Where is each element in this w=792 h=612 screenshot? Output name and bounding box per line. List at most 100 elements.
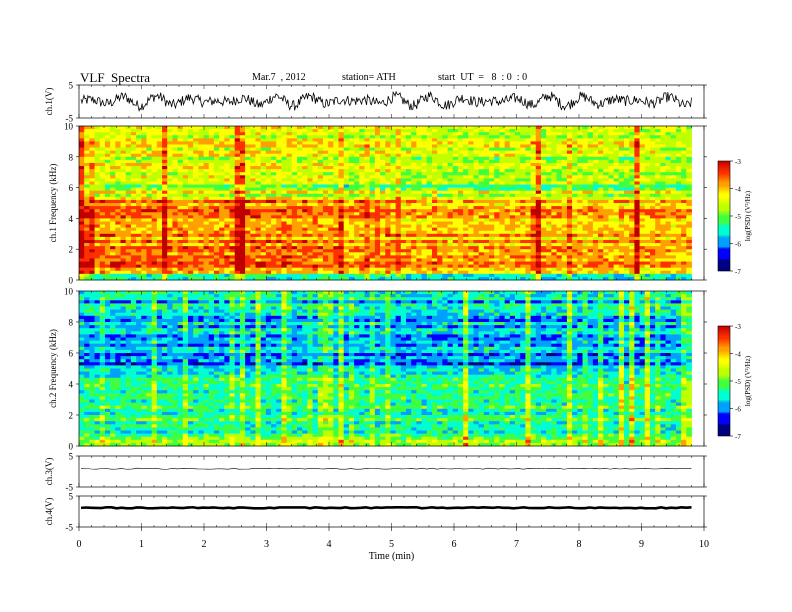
heatmap-cell xyxy=(447,166,454,170)
heatmap-cell xyxy=(551,249,557,253)
heatmap-cell xyxy=(556,239,563,244)
heatmap-cell xyxy=(582,153,589,158)
heatmap-cell xyxy=(94,203,101,207)
heatmap-cell xyxy=(437,233,443,238)
heatmap-cell xyxy=(354,249,360,253)
heatmap-cell xyxy=(281,178,288,182)
heatmap-cell xyxy=(188,190,194,195)
heatmap-cell xyxy=(473,246,480,250)
heatmap-cell xyxy=(302,243,308,247)
heatmap-cell xyxy=(411,187,417,192)
heatmap-cell xyxy=(540,144,547,148)
heatmap-cell xyxy=(224,218,230,222)
heatmap-cell xyxy=(281,132,288,136)
heatmap-cell xyxy=(281,264,288,269)
heatmap-cell xyxy=(167,252,173,256)
heatmap-cell xyxy=(276,224,282,229)
heatmap-cell xyxy=(79,129,85,133)
heatmap-cell xyxy=(442,166,448,170)
heatmap-cell xyxy=(452,162,459,167)
heatmap-cell xyxy=(265,162,272,167)
heatmap-cell xyxy=(566,193,573,198)
heatmap-cell xyxy=(452,126,459,130)
heatmap-cell xyxy=(245,162,251,167)
heatmap-cell xyxy=(411,144,417,148)
heatmap-cell xyxy=(141,126,147,130)
heatmap-cell xyxy=(167,150,173,155)
heatmap-cell xyxy=(312,206,319,210)
heatmap-cell xyxy=(156,276,163,281)
heatmap-cell xyxy=(572,132,578,136)
heatmap-cell xyxy=(390,162,397,167)
heatmap-cell xyxy=(411,153,417,158)
heatmap-cell xyxy=(421,144,428,148)
heatmap-cell xyxy=(188,141,194,145)
heatmap-cell xyxy=(566,169,573,173)
heatmap-cell xyxy=(203,212,210,216)
heatmap-cell xyxy=(561,144,568,148)
heatmap-cell xyxy=(359,267,365,272)
heatmap-cell xyxy=(281,190,288,195)
heatmap-cell xyxy=(141,196,147,201)
heatmap-cell xyxy=(452,166,459,170)
heatmap-cell xyxy=(421,153,428,158)
heatmap-cell xyxy=(566,141,573,145)
heatmap-cell xyxy=(411,236,417,241)
heatmap-cell xyxy=(151,184,158,188)
heatmap-cell xyxy=(297,233,303,238)
heatmap-cell xyxy=(437,126,443,130)
heatmap-cell xyxy=(110,261,116,265)
heatmap-cell xyxy=(395,187,402,192)
heatmap-cell xyxy=(468,209,474,213)
heatmap-cell xyxy=(203,276,210,281)
heatmap-cell xyxy=(136,203,142,207)
heatmap-cell xyxy=(302,246,308,250)
heatmap-cell xyxy=(162,181,168,185)
heatmap-cell xyxy=(167,264,173,269)
heatmap-cell xyxy=(504,135,511,139)
heatmap-cell xyxy=(162,166,168,170)
heatmap-cell xyxy=(167,227,173,232)
heatmap-cell xyxy=(99,178,106,182)
heatmap-cell xyxy=(452,273,459,278)
heatmap-cell xyxy=(255,227,262,232)
heatmap-cell xyxy=(130,203,137,207)
heatmap-cell xyxy=(535,141,542,145)
heatmap-cell xyxy=(281,227,288,232)
heatmap-cell xyxy=(540,236,547,241)
heatmap-cell xyxy=(141,184,147,188)
heatmap-cell xyxy=(457,267,464,272)
heatmap-cell xyxy=(146,249,153,253)
heatmap-cell xyxy=(509,227,516,232)
heatmap-cell xyxy=(348,156,355,161)
heatmap-cell xyxy=(546,175,552,179)
heatmap-cell xyxy=(177,221,184,225)
heatmap-cell xyxy=(141,159,147,164)
heatmap-cell xyxy=(483,236,490,241)
heatmap-cell xyxy=(489,264,495,269)
heatmap-cell xyxy=(457,246,464,250)
heatmap-cell xyxy=(489,181,495,185)
heatmap-cell xyxy=(271,126,277,130)
heatmap-cell xyxy=(442,246,448,250)
heatmap-cell xyxy=(151,190,158,195)
heatmap-cell xyxy=(302,184,308,188)
heatmap-cell xyxy=(99,246,106,250)
heatmap-cell xyxy=(146,150,153,155)
heatmap-cell xyxy=(198,156,204,161)
heatmap-cell xyxy=(395,196,402,201)
heatmap-cell xyxy=(390,135,397,139)
heatmap-cell xyxy=(556,129,563,133)
heatmap-cell xyxy=(229,209,236,213)
heatmap-cell xyxy=(556,227,563,232)
heatmap-cell xyxy=(167,156,173,161)
heatmap-cell xyxy=(156,212,163,216)
heatmap-cell xyxy=(177,249,184,253)
heatmap-cell xyxy=(229,178,236,182)
heatmap-cell xyxy=(250,276,256,281)
heatmap-cell xyxy=(213,141,220,145)
heatmap-cell xyxy=(322,159,329,164)
heatmap-cell xyxy=(302,270,308,275)
heatmap-cell xyxy=(551,264,557,269)
heatmap-cell xyxy=(416,267,422,272)
